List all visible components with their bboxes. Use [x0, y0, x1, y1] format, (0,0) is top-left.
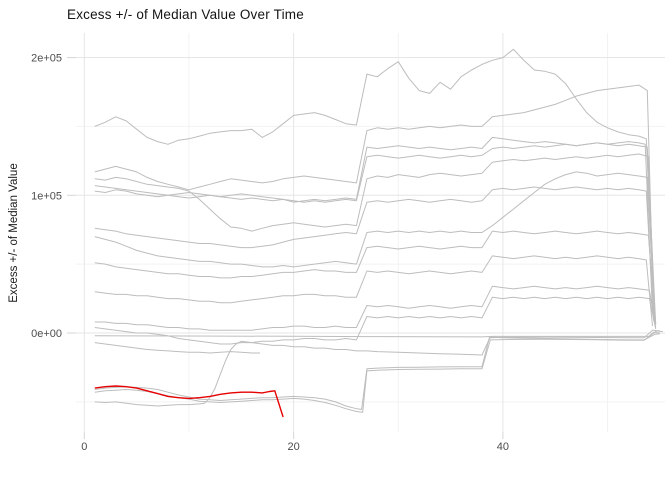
series-line	[94, 171, 656, 318]
y-tick-label: 1e+05	[31, 190, 62, 202]
series-line	[94, 230, 657, 324]
x-tick-label: 40	[497, 441, 509, 453]
x-tick-label: 20	[287, 441, 299, 453]
series-line	[94, 296, 657, 345]
series-line	[94, 141, 653, 314]
y-tick-label: 0e+00	[31, 328, 62, 340]
series-line	[94, 48, 656, 323]
series-line	[94, 153, 656, 320]
series-line	[94, 285, 657, 331]
series-line	[94, 342, 261, 354]
series-line	[94, 84, 655, 317]
series-line	[94, 186, 655, 321]
x-tick-label: 0	[81, 441, 87, 453]
series-line	[94, 255, 653, 327]
y-tick-label: 2e+05	[31, 53, 62, 65]
series-line	[94, 330, 664, 338]
chart-title: Excess +/- of Median Value Over Time	[67, 7, 304, 22]
series-line	[94, 329, 660, 410]
highlighted-series-line	[94, 385, 284, 418]
